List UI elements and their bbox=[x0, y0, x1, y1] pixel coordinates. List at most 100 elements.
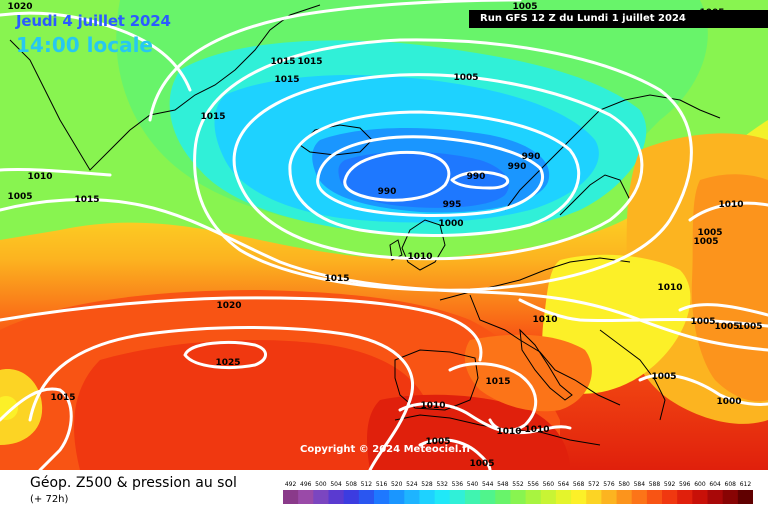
isobar-label: 1015 bbox=[74, 195, 99, 205]
isobar-1005-africa bbox=[418, 438, 492, 470]
scale-tick-label: 568 bbox=[573, 481, 585, 488]
isobar-label: 1015 bbox=[485, 377, 510, 387]
scale-tick-label: 528 bbox=[421, 481, 433, 488]
isobar-1005 bbox=[232, 73, 644, 261]
scale-tick-label: 516 bbox=[376, 481, 388, 488]
isobar-label: 1000 bbox=[716, 397, 741, 407]
coast-uk bbox=[389, 219, 446, 271]
forecast-date: Jeudi 4 juillet 2024 bbox=[16, 12, 171, 30]
isobar-label: 1020 bbox=[7, 2, 32, 12]
isobar-1010-europe bbox=[518, 298, 768, 328]
scale-swatch bbox=[540, 490, 557, 504]
isobar-1020 bbox=[0, 296, 483, 362]
scale-tick-label: 512 bbox=[361, 481, 373, 488]
scale-tick-label: 600 bbox=[694, 481, 706, 488]
isobar-label: 1010 bbox=[27, 172, 52, 182]
scale-swatch bbox=[722, 490, 739, 504]
isobar-1015-south bbox=[0, 387, 73, 470]
field-blue bbox=[338, 151, 509, 208]
scale-swatch bbox=[586, 490, 602, 504]
scale-tick-label: 544 bbox=[482, 481, 494, 488]
scale-tick-label: 564 bbox=[558, 481, 570, 488]
isobar-1010 bbox=[193, 38, 693, 292]
isobar-label: 1000 bbox=[438, 219, 463, 229]
legend-panel: Géop. Z500 & pression au sol (+ 72h) 492… bbox=[0, 470, 768, 512]
scale-tick-label: 548 bbox=[497, 481, 509, 488]
isobar-1010-west bbox=[0, 167, 112, 177]
isobar-995 bbox=[316, 135, 544, 217]
isobar-label: 1005 bbox=[7, 192, 32, 202]
scale-swatch bbox=[601, 490, 618, 504]
isobar-label: 1015 bbox=[200, 112, 225, 122]
field-west-blob bbox=[0, 369, 43, 445]
scale-tick-label: 508 bbox=[346, 481, 358, 488]
isobar-label: 1005 bbox=[737, 322, 762, 332]
scale-swatch bbox=[449, 490, 466, 504]
isobar-label: 1010 bbox=[496, 427, 521, 437]
scale-swatch bbox=[646, 490, 663, 504]
scale-tick-label: 504 bbox=[330, 481, 342, 488]
scale-swatch bbox=[707, 490, 724, 504]
scale-tick-label: 500 bbox=[315, 481, 327, 488]
isobar-lines bbox=[0, 0, 768, 470]
scale-swatch bbox=[525, 490, 542, 504]
isobar-label: 1010 bbox=[420, 401, 445, 411]
scale-tick-label: 560 bbox=[543, 481, 555, 488]
scale-tick-label: 576 bbox=[603, 481, 615, 488]
scale-swatch bbox=[313, 490, 329, 504]
isobar-labels: 1005100510201015101510151005101510101005… bbox=[7, 2, 762, 469]
isobar-label: 1005 bbox=[425, 437, 450, 447]
scale-swatch bbox=[495, 490, 511, 504]
scale-swatch bbox=[328, 490, 345, 504]
isobar-label: 1005 bbox=[697, 228, 722, 238]
isobar-990 bbox=[343, 150, 451, 202]
field-north-africa bbox=[367, 394, 570, 470]
isobar-label: 990 bbox=[508, 162, 527, 172]
isobar-1020-ridge bbox=[28, 326, 414, 470]
isobar-label: 995 bbox=[443, 200, 462, 210]
scale-tick-label: 556 bbox=[527, 481, 539, 488]
scale-tick-label: 584 bbox=[634, 481, 646, 488]
isobar-1020-top bbox=[0, 11, 192, 92]
scale-swatch bbox=[555, 490, 572, 504]
scale-swatch bbox=[343, 490, 360, 504]
legend-subtitle: (+ 72h) bbox=[30, 494, 69, 505]
scale-tick-label: 588 bbox=[649, 481, 661, 488]
isobar-label: 1025 bbox=[215, 358, 240, 368]
scale-tick-label: 596 bbox=[679, 481, 691, 488]
isobar-label: 990 bbox=[522, 152, 541, 162]
isobar-1005-east bbox=[638, 201, 768, 406]
coast-italy bbox=[519, 328, 573, 401]
isobar-label: 1015 bbox=[50, 393, 75, 403]
scale-tick-label: 524 bbox=[406, 481, 418, 488]
isobar-label: 1005 bbox=[453, 73, 478, 83]
isobar-label: 1005 bbox=[714, 322, 739, 332]
scale-swatch bbox=[677, 490, 693, 504]
scale-tick-label: 592 bbox=[664, 481, 676, 488]
scale-swatch bbox=[631, 490, 648, 504]
coast-balkans bbox=[599, 329, 666, 421]
isobar-990-east bbox=[450, 170, 510, 190]
isobar-label: 990 bbox=[467, 172, 486, 182]
isobar-label: 1015 bbox=[297, 57, 322, 67]
coast-iberia bbox=[394, 349, 479, 411]
field-east-deep bbox=[691, 174, 768, 402]
isobar-label: 1010 bbox=[524, 425, 549, 435]
isobar-label: 1015 bbox=[274, 75, 299, 85]
scale-swatch bbox=[616, 490, 633, 504]
legend-title: Géop. Z500 & pression au sol bbox=[30, 475, 237, 491]
scale-swatch bbox=[510, 490, 527, 504]
isobar-label: 1010 bbox=[407, 252, 432, 262]
isobar-label: 1005 bbox=[651, 372, 676, 382]
field-med-orange bbox=[464, 334, 592, 412]
scale-swatch bbox=[419, 490, 436, 504]
scale-tick-label: 552 bbox=[512, 481, 524, 488]
isobar-1000 bbox=[288, 110, 581, 237]
model-run-label: Run GFS 12 Z du Lundi 1 juillet 2024 bbox=[469, 10, 768, 28]
isobar-label: 1005 bbox=[693, 237, 718, 247]
scale-swatch bbox=[283, 490, 299, 504]
isobar-label: 1015 bbox=[270, 57, 295, 67]
scale-tick-label: 604 bbox=[709, 481, 721, 488]
scale-swatch bbox=[404, 490, 420, 504]
scale-swatch bbox=[389, 490, 405, 504]
